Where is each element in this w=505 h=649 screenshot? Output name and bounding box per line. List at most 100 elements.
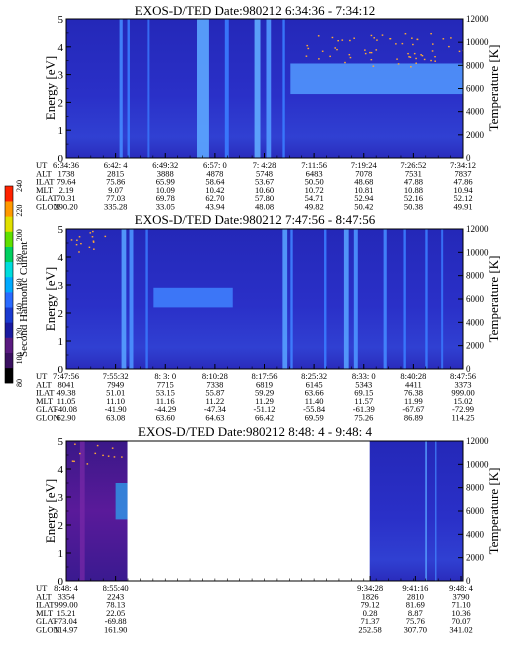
- heatmap-dot: [96, 444, 99, 447]
- panel-2-title: EXOS-D/TED Date:980212 7:47:56 - 8:47:56: [135, 212, 376, 227]
- ephemeris-value: 8041: [58, 379, 75, 389]
- ephemeris-value: 62.70: [205, 193, 224, 203]
- colorbar-tick-label: 120: [15, 328, 24, 340]
- ephemeris-value: 7:34:12: [450, 160, 476, 170]
- heatmap-stripe: [129, 229, 134, 369]
- ephemeris-row-label: GLON: [36, 625, 60, 635]
- ephemeris-value: 70.31: [56, 193, 75, 203]
- heatmap-stripe: [147, 19, 150, 158]
- energy-tick-label: 4: [58, 42, 64, 54]
- energy-tick-label: 1: [58, 548, 64, 560]
- ephemeris-value: 10.94: [453, 185, 473, 195]
- heatmap-dot: [370, 58, 373, 61]
- ephemeris-value: -40.08: [55, 404, 77, 414]
- heatmap-dot: [341, 39, 344, 41]
- ephemeris-value: 71.37: [361, 616, 380, 626]
- heatmap-stripe: [197, 19, 209, 158]
- heatmap-dot: [423, 58, 426, 61]
- ephemeris-value: -69.88: [105, 616, 127, 626]
- heatmap-dot: [389, 37, 392, 40]
- ephemeris-value: 70.07: [451, 616, 470, 626]
- colorbar-cell: [5, 201, 13, 217]
- ephemeris-value: 10.42: [205, 185, 224, 195]
- ephemeris-row-label: ALT: [36, 379, 53, 389]
- ephemeris-value: 7:11:56: [301, 160, 327, 170]
- temperature-tick-label: 8000: [466, 271, 485, 281]
- ephemeris-value: 10.36: [451, 608, 470, 618]
- panel-1-temperature-ticks: 0 2000 4000 6000 8000 10000 12000: [458, 14, 489, 163]
- ephemeris-value: 86.89: [404, 413, 423, 423]
- energy-tick-label: 0: [58, 576, 64, 588]
- ephemeris-value: 53.15: [156, 388, 175, 398]
- ephemeris-value: 47.86: [453, 177, 472, 187]
- heatmap-dot: [413, 52, 416, 55]
- ephemeris-value: 69.59: [305, 413, 324, 423]
- ephemeris-value: 161.90: [104, 625, 127, 635]
- colorbar-cell: [5, 246, 13, 263]
- ephemeris-value: 69.78: [156, 193, 175, 203]
- heatmap-dot: [344, 61, 346, 64]
- ephemeris-row-label: MLT: [36, 608, 54, 618]
- ephemeris-row-label: GLON: [36, 202, 60, 212]
- energy-tick-label: 2: [58, 308, 64, 320]
- ephemeris-value: 43.94: [205, 202, 225, 212]
- ephemeris-row-label: GLAT: [36, 404, 59, 414]
- ephemeris-value: -44.29: [154, 404, 176, 414]
- ephemeris-value: 5343: [355, 379, 372, 389]
- ephemeris-value: -47.34: [204, 404, 227, 414]
- ephemeris-value: 49.91: [453, 202, 472, 212]
- panel-3-title: EXOS-D/TED Date:980212 8:48: 4 - 9:48: 4: [138, 424, 372, 439]
- heatmap-dot: [348, 53, 351, 56]
- energy-tick-label: 0: [58, 364, 64, 376]
- heatmap-stripe: [282, 19, 285, 158]
- ephemeris-value: 114.97: [54, 625, 77, 635]
- ephemeris-value: 76.38: [404, 388, 423, 398]
- heatmap-dot: [329, 55, 331, 58]
- colorbar-ticks: 80 100 120 140 160 180 200 220 240: [15, 180, 24, 387]
- colorbar-scale: [4, 185, 14, 384]
- colorbar-cell: [5, 216, 13, 232]
- ephemeris-value: 307.70: [404, 625, 427, 635]
- heatmap-dot: [434, 55, 436, 58]
- temperature-tick-label: 12000: [466, 14, 489, 24]
- colorbar-cell: [5, 307, 13, 323]
- panel-3-energy-ticks: 0 1 2 3 4 5: [58, 436, 71, 588]
- ephemeris-value: 51.01: [106, 388, 125, 398]
- heatmap-dot: [410, 66, 412, 68]
- ephemeris-value: 11.22: [205, 396, 224, 406]
- ephemeris-value: 7531: [405, 168, 422, 178]
- colorbar-tick-label: 180: [15, 254, 24, 266]
- heatmap-dot: [86, 463, 89, 465]
- ephemeris-value: 6:42: 4: [104, 160, 129, 170]
- heatmap-stripe: [254, 19, 261, 158]
- ephemeris-value: 53.67: [255, 177, 274, 187]
- colorbar-cell: [5, 292, 13, 308]
- temperature-tick-label: 6000: [466, 84, 485, 94]
- ephemeris-value: 999.00: [54, 600, 77, 610]
- ephemeris-value: 49.38: [56, 388, 75, 398]
- ephemeris-value: 252.58: [358, 625, 381, 635]
- ephemeris-value: 10.60: [255, 185, 274, 195]
- panel-3-y2label: Temperature [K]: [486, 468, 501, 555]
- ephemeris-value: 63.66: [305, 388, 324, 398]
- ephemeris-value: 341.02: [449, 625, 472, 635]
- heatmap-dot: [331, 36, 334, 39]
- temperature-tick-label: 0: [466, 153, 471, 163]
- ephemeris-value: 71.10: [451, 600, 470, 610]
- heatmap-dot: [364, 52, 367, 55]
- heatmap-dot: [121, 456, 123, 458]
- panel-2-y2label: Temperature [K]: [486, 256, 501, 343]
- heatmap-band: [153, 287, 233, 308]
- panel-3-heatmap: [66, 441, 463, 581]
- heatmap-dot: [431, 50, 434, 52]
- ephemeris-value: 59.29: [255, 388, 274, 398]
- heatmap-stripe: [353, 229, 358, 369]
- ephemeris-value: 4411: [405, 379, 422, 389]
- ephemeris-value: 52.94: [354, 193, 374, 203]
- ephemeris-value: 54.71: [305, 193, 324, 203]
- energy-tick-label: 5: [58, 14, 64, 26]
- ephemeris-value: 64.63: [205, 413, 224, 423]
- heatmap-dot: [75, 243, 78, 246]
- ephemeris-value: 11.57: [354, 396, 373, 406]
